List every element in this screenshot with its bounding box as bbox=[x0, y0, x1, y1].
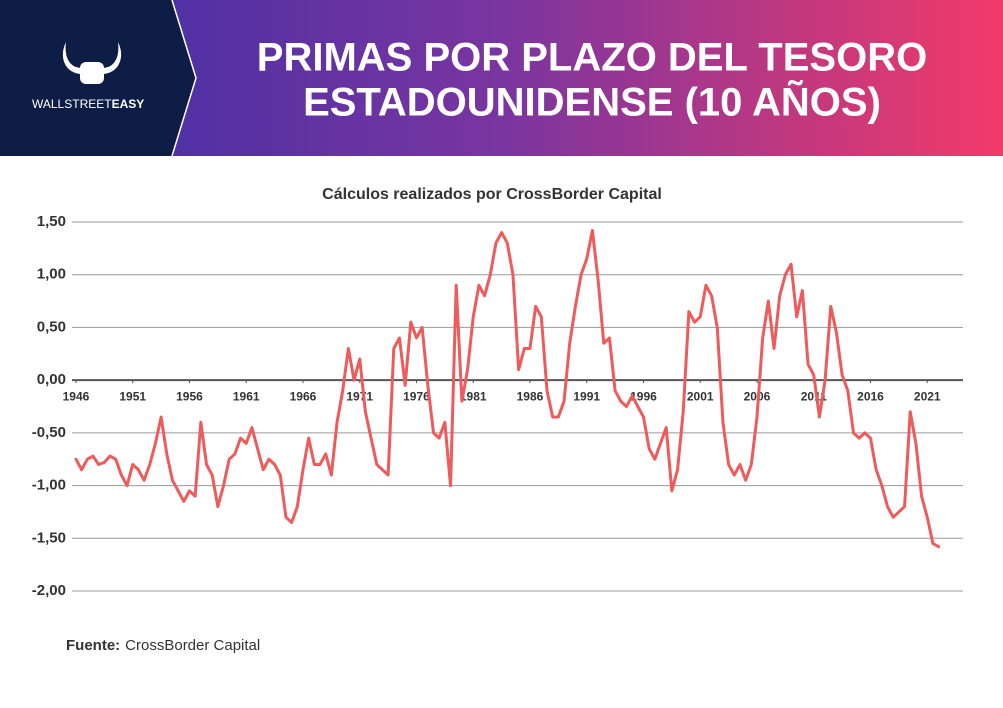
logo-edge bbox=[171, 0, 197, 157]
x-tick-label: 2011 bbox=[801, 389, 827, 403]
x-tick-label: 1946 bbox=[63, 389, 90, 403]
x-tick-label: 1956 bbox=[176, 389, 203, 403]
y-tick-label: 0,50 bbox=[37, 318, 66, 335]
x-tick-label: 1996 bbox=[630, 389, 657, 403]
y-tick-label: 0,00 bbox=[37, 371, 66, 388]
x-tick-label: 1976 bbox=[403, 389, 430, 403]
x-tick-label: 2001 bbox=[687, 389, 714, 403]
logo-text-bold: EASY bbox=[112, 97, 145, 111]
y-tick-label: 1,50 bbox=[37, 213, 66, 230]
y-tick-label: -0,50 bbox=[32, 424, 66, 441]
x-tick-label: 1981 bbox=[460, 389, 487, 403]
logo-text-light: WALLSTREET bbox=[32, 97, 112, 111]
subtitle: Cálculos realizados por CrossBorder Capi… bbox=[322, 186, 662, 203]
x-tick-label: 2016 bbox=[857, 389, 884, 403]
x-tick-label: 1986 bbox=[517, 389, 544, 403]
x-tick-label: 1991 bbox=[573, 389, 600, 403]
x-tick-label: 1961 bbox=[233, 389, 260, 403]
y-tick-label: 1,00 bbox=[37, 266, 66, 283]
source-label: Fuente: bbox=[66, 637, 120, 654]
x-tick-label: 1971 bbox=[346, 389, 373, 403]
data-line bbox=[74, 228, 941, 549]
y-tick-label: -1,00 bbox=[32, 477, 66, 494]
y-tick-label: -1,50 bbox=[32, 529, 66, 546]
title-line: ESTADOUNIDENSE (10 AÑOS) bbox=[303, 79, 881, 125]
source: Fuente: CrossBorder Capital bbox=[66, 637, 260, 654]
x-tick-label: 2021 bbox=[914, 389, 941, 403]
logo-text: WALLSTREETEASY bbox=[32, 97, 144, 111]
plot: -2,00 -1,50 -1,00 -0,50 0,00 0,50 1,00 1,50 1946… bbox=[32, 213, 963, 599]
x-tick-label: 1966 bbox=[290, 389, 317, 403]
x-tick-label: 1951 bbox=[119, 389, 146, 403]
logo-icon bbox=[62, 42, 122, 84]
source-text: CrossBorder Capital bbox=[125, 637, 260, 654]
title-line: PRIMAS POR PLAZO DEL TESORO bbox=[257, 36, 927, 80]
y-tick-label: -2,00 bbox=[32, 582, 66, 599]
